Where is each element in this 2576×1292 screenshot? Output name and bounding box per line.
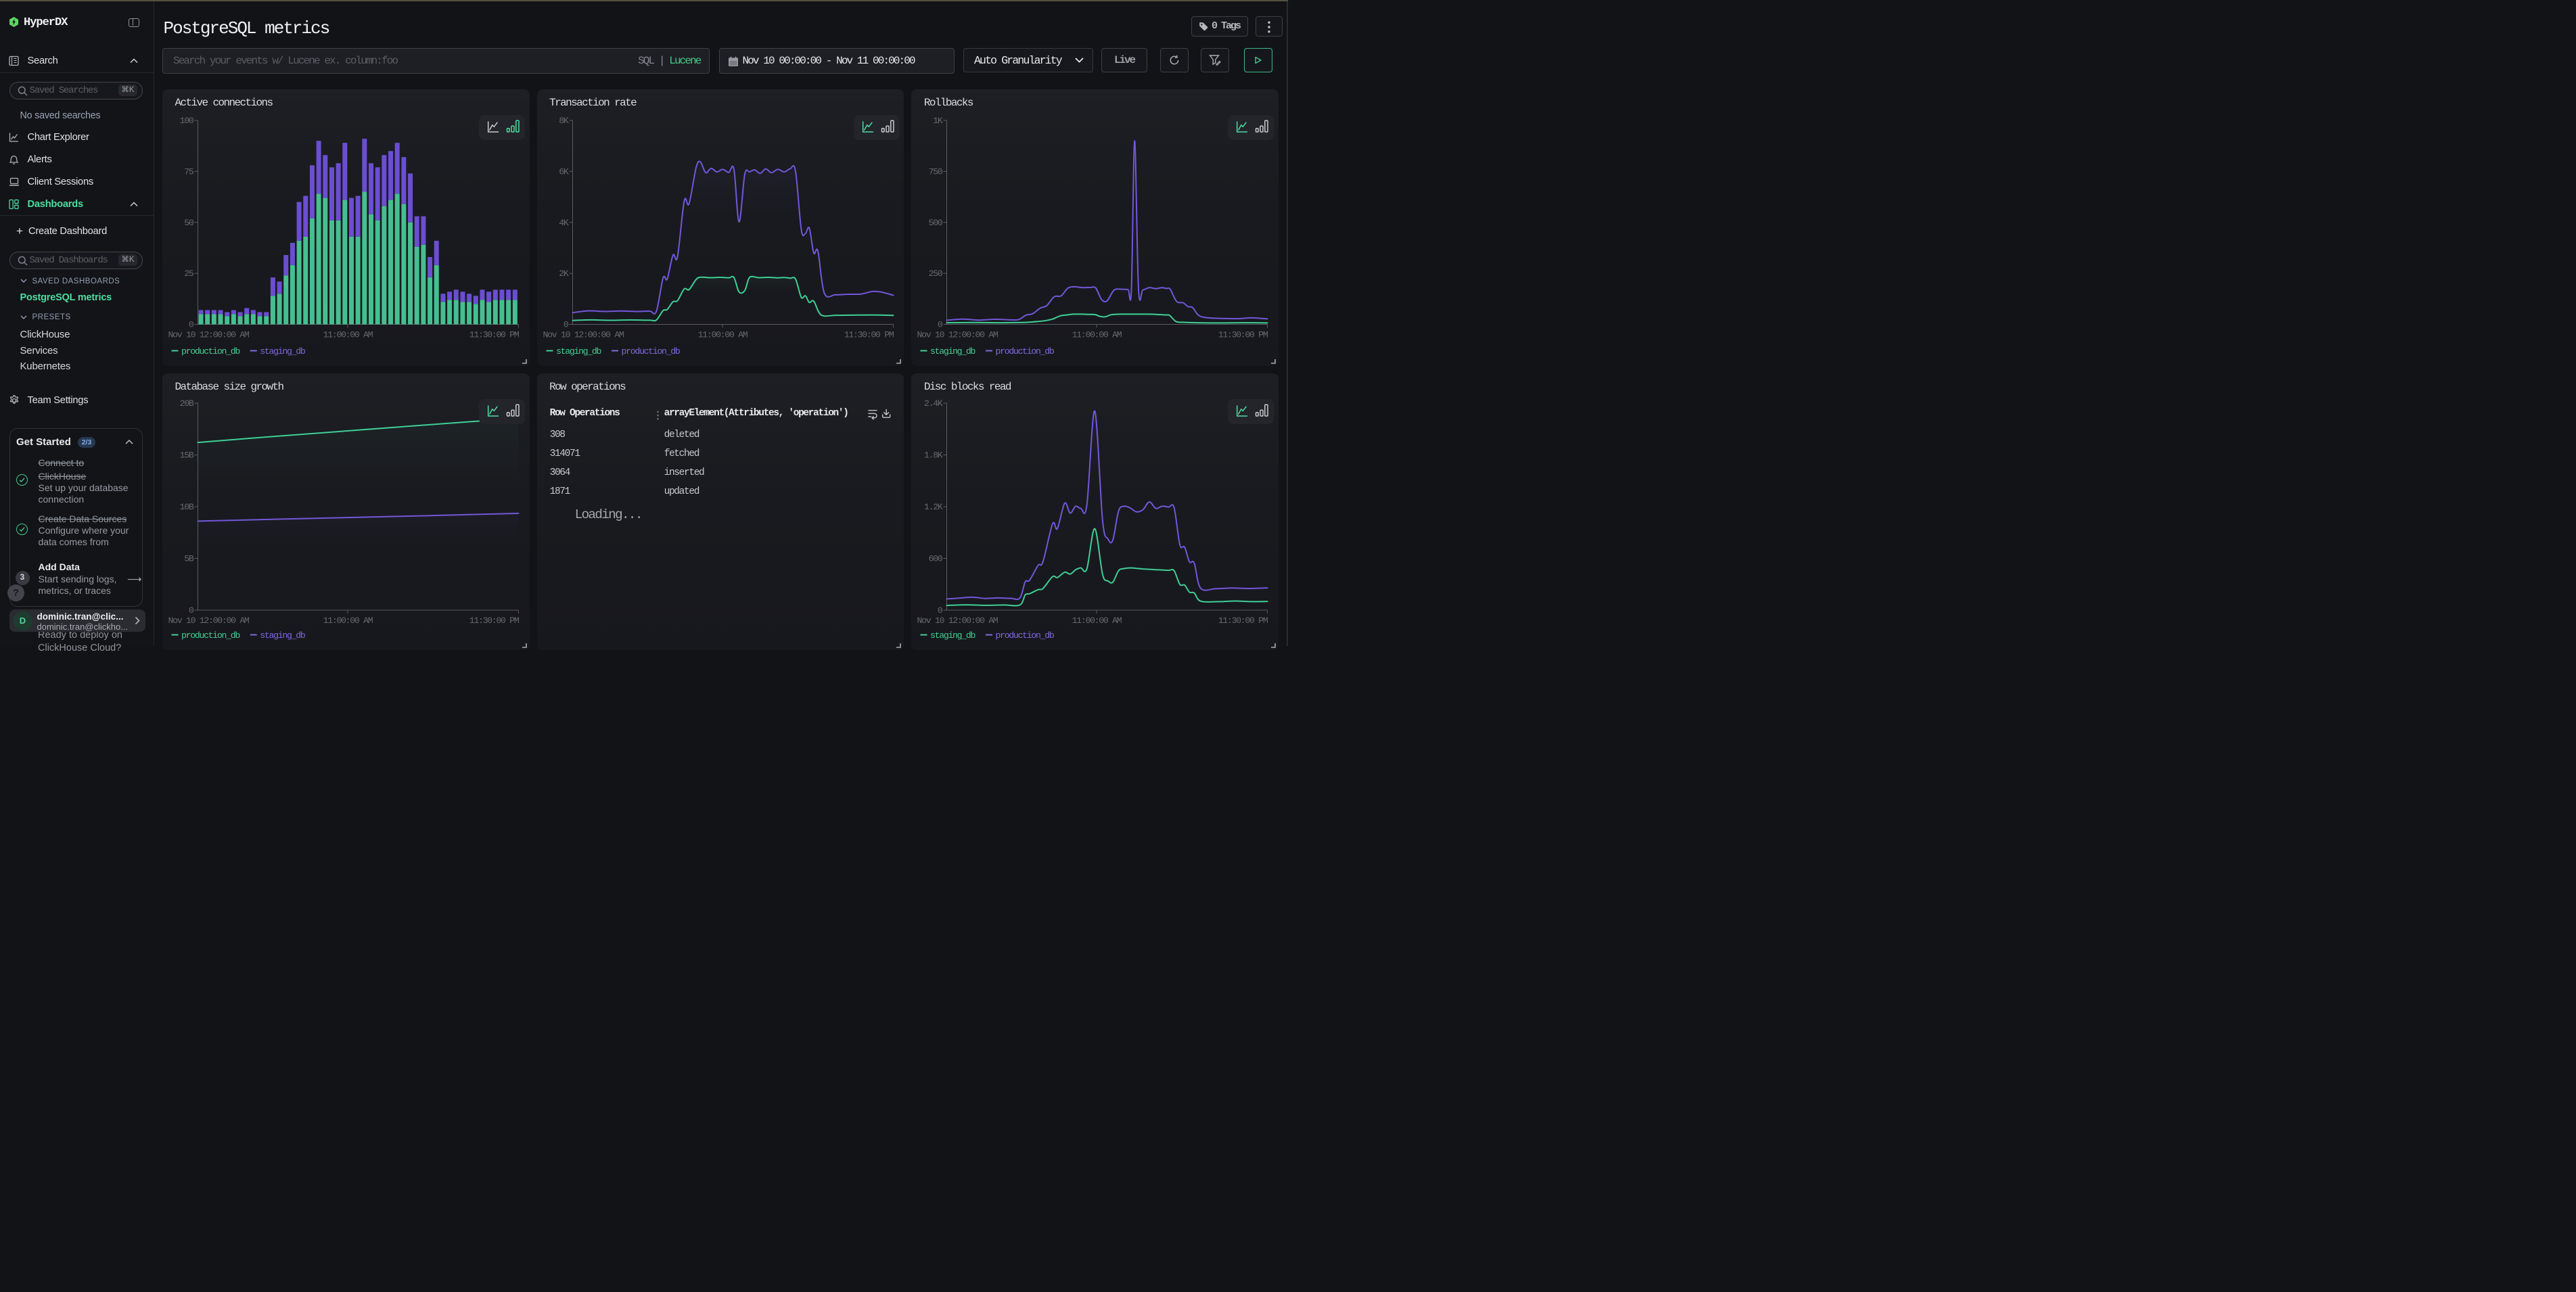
svg-text:0: 0 [938,320,943,330]
svg-text:600: 600 [929,554,943,564]
svg-text:11:00:00 AM: 11:00:00 AM [323,330,373,340]
svg-text:production_db: production_db [621,346,680,356]
svg-text:25: 25 [184,269,194,279]
svg-text:2.4K: 2.4K [924,398,943,409]
svg-text:5B: 5B [184,554,194,564]
svg-text:Nov 10 12:00:00 AM: Nov 10 12:00:00 AM [917,330,998,340]
svg-text:1K: 1K [934,116,944,126]
svg-text:11:30:00 PM: 11:30:00 PM [469,616,520,626]
svg-text:staging_db: staging_db [930,630,976,641]
svg-text:staging_db: staging_db [260,346,306,356]
svg-text:staging_db: staging_db [556,346,602,356]
svg-text:0: 0 [563,320,568,330]
svg-text:11:30:00 PM: 11:30:00 PM [469,330,520,340]
svg-text:2K: 2K [559,269,569,279]
svg-text:Nov 10 12:00:00 AM: Nov 10 12:00:00 AM [543,330,624,340]
svg-text:Nov 10 12:00:00 AM: Nov 10 12:00:00 AM [917,616,998,626]
svg-text:staging_db: staging_db [260,630,306,641]
svg-text:6K: 6K [559,167,569,177]
svg-text:11:30:00 PM: 11:30:00 PM [1218,330,1268,340]
svg-text:11:00:00 AM: 11:00:00 AM [323,616,373,626]
svg-text:staging_db: staging_db [930,346,976,356]
svg-text:11:30:00 PM: 11:30:00 PM [844,330,894,340]
svg-text:0: 0 [938,605,943,616]
svg-text:11:00:00 AM: 11:00:00 AM [1072,616,1122,626]
svg-text:20B: 20B [180,398,194,409]
svg-text:11:00:00 AM: 11:00:00 AM [1072,330,1122,340]
svg-text:production_db: production_db [996,630,1055,641]
svg-text:250: 250 [929,269,943,279]
svg-text:production_db: production_db [181,346,240,356]
svg-text:11:00:00 AM: 11:00:00 AM [697,330,748,340]
svg-text:50: 50 [184,218,194,228]
svg-text:750: 750 [929,167,943,177]
svg-text:8K: 8K [559,116,569,126]
svg-text:production_db: production_db [996,346,1055,356]
svg-text:15B: 15B [180,451,194,461]
svg-text:75: 75 [184,167,194,177]
svg-text:production_db: production_db [181,630,240,641]
svg-text:4K: 4K [559,218,569,228]
svg-text:1.8K: 1.8K [924,451,943,461]
svg-text:100: 100 [180,116,194,126]
svg-text:0: 0 [189,605,194,616]
svg-text:Nov 10 12:00:00 AM: Nov 10 12:00:00 AM [168,616,250,626]
svg-text:10B: 10B [180,502,194,512]
svg-text:1.2K: 1.2K [924,502,943,512]
svg-text:0: 0 [189,320,194,330]
svg-text:500: 500 [929,218,943,228]
svg-text:11:30:00 PM: 11:30:00 PM [1218,616,1268,626]
svg-text:Nov 10 12:00:00 AM: Nov 10 12:00:00 AM [168,330,250,340]
